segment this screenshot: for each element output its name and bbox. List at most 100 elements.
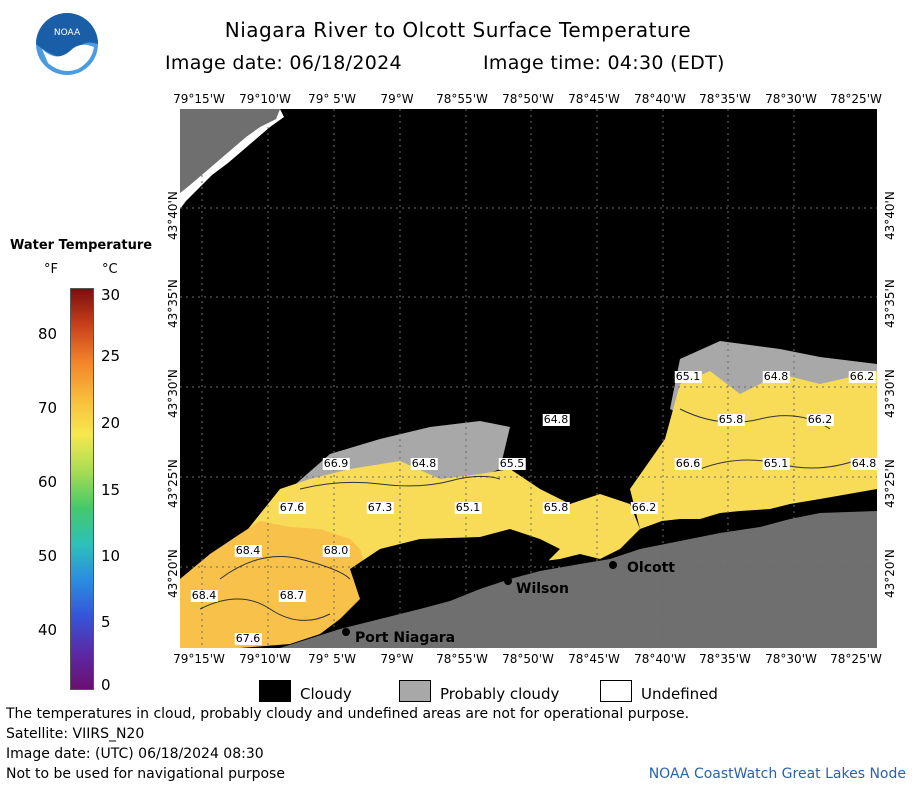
lon-tick: 78°25'W (830, 652, 882, 666)
isotherm-label: 66.2 (630, 501, 658, 514)
lat-tick: 43°35'N (166, 279, 180, 328)
lon-tick: 78°30'W (765, 92, 817, 106)
key-label-cloudy: Cloudy (300, 685, 352, 703)
lon-tick: 78°55'W (436, 652, 488, 666)
c-tick: 10 (101, 547, 121, 565)
credit-text: NOAA CoastWatch Great Lakes Node (648, 766, 906, 782)
city-label-port-niagara: Port Niagara (355, 630, 456, 646)
unit-celsius: °C (102, 262, 118, 277)
lon-tick: 78°50'W (502, 652, 554, 666)
isotherm-label: 67.3 (366, 501, 394, 514)
lon-tick: 79°10'W (239, 92, 291, 106)
isotherm-label: 66.9 (322, 457, 350, 470)
lon-tick: 78°25'W (830, 92, 882, 106)
unit-fahrenheit: °F (44, 262, 58, 277)
water-warm-right (630, 371, 877, 529)
lat-tick: 43°20'N (166, 549, 180, 598)
key-swatch-undefined (600, 680, 632, 702)
key-swatch-cloudy (259, 680, 291, 702)
noaa-logo-text: NOAA (54, 28, 81, 38)
key-label-undefined: Undefined (641, 685, 718, 703)
lon-tick: 78°50'W (502, 92, 554, 106)
lon-tick: 78°35'W (699, 652, 751, 666)
city-label-olcott: Olcott (627, 560, 676, 576)
lon-tick: 79° 5'W (308, 92, 356, 106)
city-label-wilson: Wilson (516, 581, 569, 597)
key-label-probably-cloudy: Probably cloudy (440, 685, 560, 703)
isotherms (199, 408, 861, 621)
image-time: Image time: 04:30 (EDT) (483, 52, 725, 74)
graticule (180, 109, 877, 648)
nav-warning-text: Not to be used for navigational purpose (6, 766, 285, 782)
lat-tick: 43°20'N (883, 549, 897, 598)
lon-tick: 78°45'W (568, 652, 620, 666)
isotherm-label: 66.6 (674, 457, 702, 470)
satellite-text: Satellite: VIIRS_N20 (6, 726, 145, 742)
lon-tick: 78°40'W (634, 92, 686, 106)
f-tick: 60 (38, 473, 58, 491)
isotherm-label: 67.6 (234, 632, 262, 645)
isotherm-label: 68.0 (322, 544, 350, 557)
color-scale-bar (70, 288, 94, 690)
city-marker-port-niagara (342, 628, 350, 636)
lon-tick: 79°15'W (173, 92, 225, 106)
isotherm-label: 64.8 (410, 457, 438, 470)
image-date: Image date: 06/18/2024 (165, 52, 402, 74)
isotherm-label: 65.8 (717, 413, 745, 426)
lon-tick: 78°45'W (568, 92, 620, 106)
isotherm-label: 65.1 (454, 501, 482, 514)
isotherm-label: 64.8 (762, 370, 790, 383)
key-swatch-probably-cloudy (399, 680, 431, 702)
disclaimer-text: The temperatures in cloud, probably clou… (6, 706, 690, 722)
isotherm-label: 64.8 (542, 413, 570, 426)
lon-tick: 78°40'W (634, 652, 686, 666)
lat-tick: 43°35'N (883, 279, 897, 328)
isotherm-label: 64.8 (850, 457, 878, 470)
lon-tick: 78°35'W (699, 92, 751, 106)
lat-tick: 43°30'N (883, 369, 897, 418)
f-tick: 80 (38, 325, 58, 343)
legend-title: Water Temperature (10, 238, 153, 253)
c-tick: 15 (101, 481, 121, 499)
f-tick: 70 (38, 399, 58, 417)
map-title: Niagara River to Olcott Surface Temperat… (224, 18, 692, 42)
lon-tick: 79°15'W (173, 652, 225, 666)
lon-tick: 78°30'W (765, 652, 817, 666)
lon-tick: 78°55'W (436, 92, 488, 106)
f-tick: 40 (38, 621, 58, 639)
isotherm-label: 68.4 (234, 544, 262, 557)
isotherm-label: 65.5 (498, 457, 526, 470)
city-marker-olcott (609, 561, 617, 569)
c-tick: 5 (101, 613, 111, 631)
c-tick: 20 (101, 414, 121, 432)
isotherm-label: 68.4 (190, 589, 218, 602)
c-tick: 30 (101, 286, 121, 304)
undefined-strip (180, 109, 284, 209)
lat-tick: 43°25'N (166, 459, 180, 508)
isotherm-label: 65.1 (674, 370, 702, 383)
lat-tick: 43°25'N (883, 459, 897, 508)
isotherm-label: 68.7 (278, 589, 306, 602)
lon-tick: 79°10'W (239, 652, 291, 666)
utc-date-text: Image date: (UTC) 06/18/2024 08:30 (6, 746, 264, 762)
isotherm-label: 66.2 (806, 413, 834, 426)
lat-tick: 43°40'N (883, 191, 897, 240)
lat-tick: 43°40'N (166, 191, 180, 240)
c-tick: 25 (101, 347, 121, 365)
c-tick: 0 (101, 676, 111, 694)
cloud-bay (350, 529, 560, 614)
lon-tick: 79°W (380, 92, 414, 106)
land-canada (180, 109, 280, 193)
city-marker-wilson (504, 577, 512, 585)
f-tick: 50 (38, 547, 58, 565)
water-coastal-warm (180, 521, 370, 648)
isotherm-label: 66.2 (848, 370, 876, 383)
lat-tick: 43°30'N (166, 369, 180, 418)
noaa-logo: NOAA (36, 13, 98, 75)
isotherm-label: 67.6 (278, 501, 306, 514)
isotherm-label: 65.8 (542, 501, 570, 514)
lon-tick: 79°W (380, 652, 414, 666)
temperature-map: 65.1 64.8 66.2 64.8 65.8 66.2 66.9 64.8 … (180, 109, 878, 648)
lon-tick: 79° 5'W (308, 652, 356, 666)
isotherm-label: 65.1 (762, 457, 790, 470)
